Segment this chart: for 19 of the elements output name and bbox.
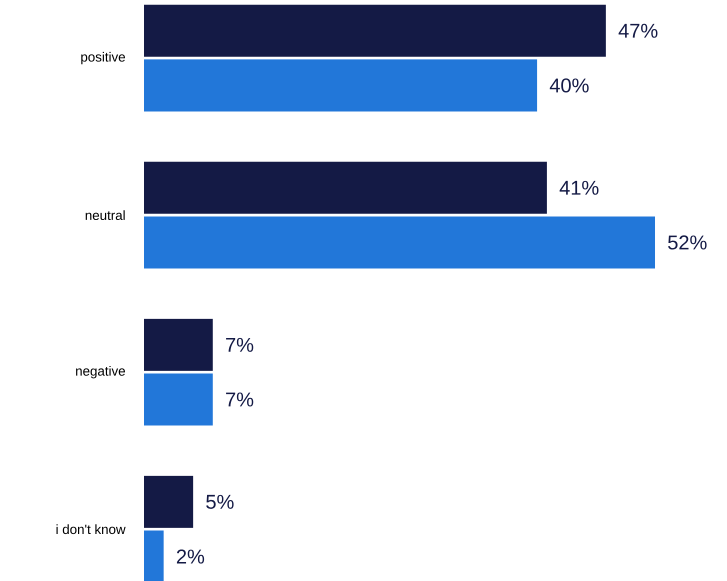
bar (144, 216, 656, 268)
data-label: 7% (226, 392, 254, 406)
bar (144, 476, 194, 528)
y-tick-label: positive (81, 52, 125, 64)
bar (144, 162, 547, 214)
y-tick-label: neutral (86, 210, 125, 220)
bar (144, 318, 213, 371)
data-label: 7% (226, 338, 254, 352)
bar (144, 373, 213, 426)
y-tick-label: i don't know (56, 524, 126, 534)
data-label: 2% (176, 549, 204, 564)
data-label: 47% (618, 24, 658, 38)
bar (144, 4, 606, 57)
data-label: 41% (560, 180, 598, 195)
data-label: 40% (550, 78, 589, 93)
data-label: 5% (206, 494, 234, 509)
y-tick-label: negative (76, 366, 125, 378)
data-label: 52% (668, 235, 707, 250)
bar (144, 59, 538, 112)
